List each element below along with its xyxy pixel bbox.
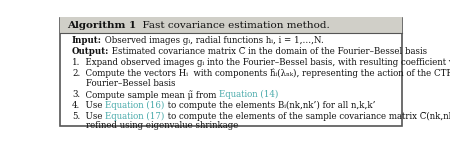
Text: 2.: 2. xyxy=(72,69,80,78)
Text: Observed images gᵢ, radial functions hᵢ, i = 1,…,N.: Observed images gᵢ, radial functions hᵢ,… xyxy=(102,36,324,45)
Text: 1.: 1. xyxy=(72,58,80,67)
Text: to compute the elements of the sample covariance matrix C̅(nk,nk’) for all n,k,k: to compute the elements of the sample co… xyxy=(165,112,450,121)
Text: to compute the elements Bᵢ(nk,nk’) for all n,k,k’: to compute the elements Bᵢ(nk,nk’) for a… xyxy=(165,101,375,110)
Text: Equation (14): Equation (14) xyxy=(219,90,279,99)
Text: 4.: 4. xyxy=(72,101,80,110)
Text: Algorithm 1: Algorithm 1 xyxy=(67,21,136,30)
Text: Estimated covariance matrix C̅ in the domain of the Fourier–Bessel basis: Estimated covariance matrix C̅ in the do… xyxy=(109,47,428,56)
Text: Input:: Input: xyxy=(72,36,102,45)
Text: Use: Use xyxy=(80,112,105,121)
Text: Expand observed images gᵢ into the Fourier–Bessel basis, with resulting coeffici: Expand observed images gᵢ into the Fouri… xyxy=(80,58,450,67)
Text: Equation (17): Equation (17) xyxy=(105,112,165,121)
Text: Compute the vectors Hᵢ  with components ĥᵢ(λₙₖ), representing the action of the: Compute the vectors Hᵢ with components h… xyxy=(80,68,450,78)
Text: Equation (16): Equation (16) xyxy=(105,101,165,110)
Text: 5.: 5. xyxy=(72,112,80,121)
Text: Compute sample mean μ̃ from: Compute sample mean μ̃ from xyxy=(80,90,219,100)
Bar xyxy=(60,17,401,33)
Text: Fourier–Bessel basis: Fourier–Bessel basis xyxy=(86,79,176,88)
Text: Output:: Output: xyxy=(72,47,109,56)
Text: 3.: 3. xyxy=(72,90,80,99)
Text: Fast covariance estimation method.: Fast covariance estimation method. xyxy=(136,21,330,30)
Text: refined using eigenvalue shrinkage: refined using eigenvalue shrinkage xyxy=(86,121,239,130)
Text: Use: Use xyxy=(80,101,105,110)
